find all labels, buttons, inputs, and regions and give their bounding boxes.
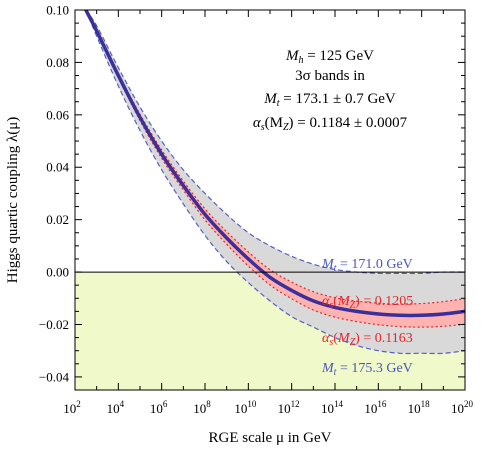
series-line-mt-171	[85, 10, 465, 275]
x-tick-label: 1012	[278, 399, 300, 416]
y-tick-label: −0.04	[39, 369, 70, 384]
annotation-mt: Mt = 173.1 ± 0.7 GeV	[263, 91, 396, 109]
x-tick-label: 1016	[364, 399, 387, 416]
y-tick-label: 0.02	[46, 212, 69, 227]
y-tick-label: 0.06	[46, 107, 69, 122]
label-as-low: αs(MZ) = 0.1163	[322, 331, 413, 348]
x-tick-label: 1014	[321, 399, 344, 416]
annotation-alphas: αs(MZ) = 0.1184 ± 0.0007	[253, 115, 408, 133]
annotation-bands: 3σ bands in	[295, 68, 365, 84]
x-tick-label: 1010	[234, 399, 256, 416]
y-tick-label: 0.10	[46, 3, 69, 18]
y-tick-label: 0.00	[46, 265, 69, 280]
x-tick-label: 104	[107, 399, 125, 416]
y-tick-label: 0.08	[46, 55, 69, 70]
y-tick-label: 0.04	[46, 160, 69, 175]
x-tick-label: 108	[193, 399, 211, 416]
x-tick-label: 1018	[408, 399, 431, 416]
label-mt-low: Mt = 171.0 GeV	[321, 257, 413, 274]
x-tick-label: 102	[63, 399, 81, 416]
annotation-mh: Mh = 125 GeV	[285, 48, 374, 66]
x-tick-label: 1020	[451, 399, 474, 416]
label-mt-high: Mt = 175.3 GeV	[321, 361, 413, 378]
y-tick-label: −0.02	[39, 317, 69, 332]
series-line-mt-175	[85, 10, 465, 355]
y-axis-title: Higgs quartic coupling λ(μ)	[5, 117, 21, 284]
x-axis-title: RGE scale μ in GeV	[208, 430, 331, 446]
x-tick-label: 106	[150, 399, 168, 416]
label-as-high: αs(MZ) = 0.1205	[322, 294, 413, 311]
series-line-central	[84, 10, 465, 318]
